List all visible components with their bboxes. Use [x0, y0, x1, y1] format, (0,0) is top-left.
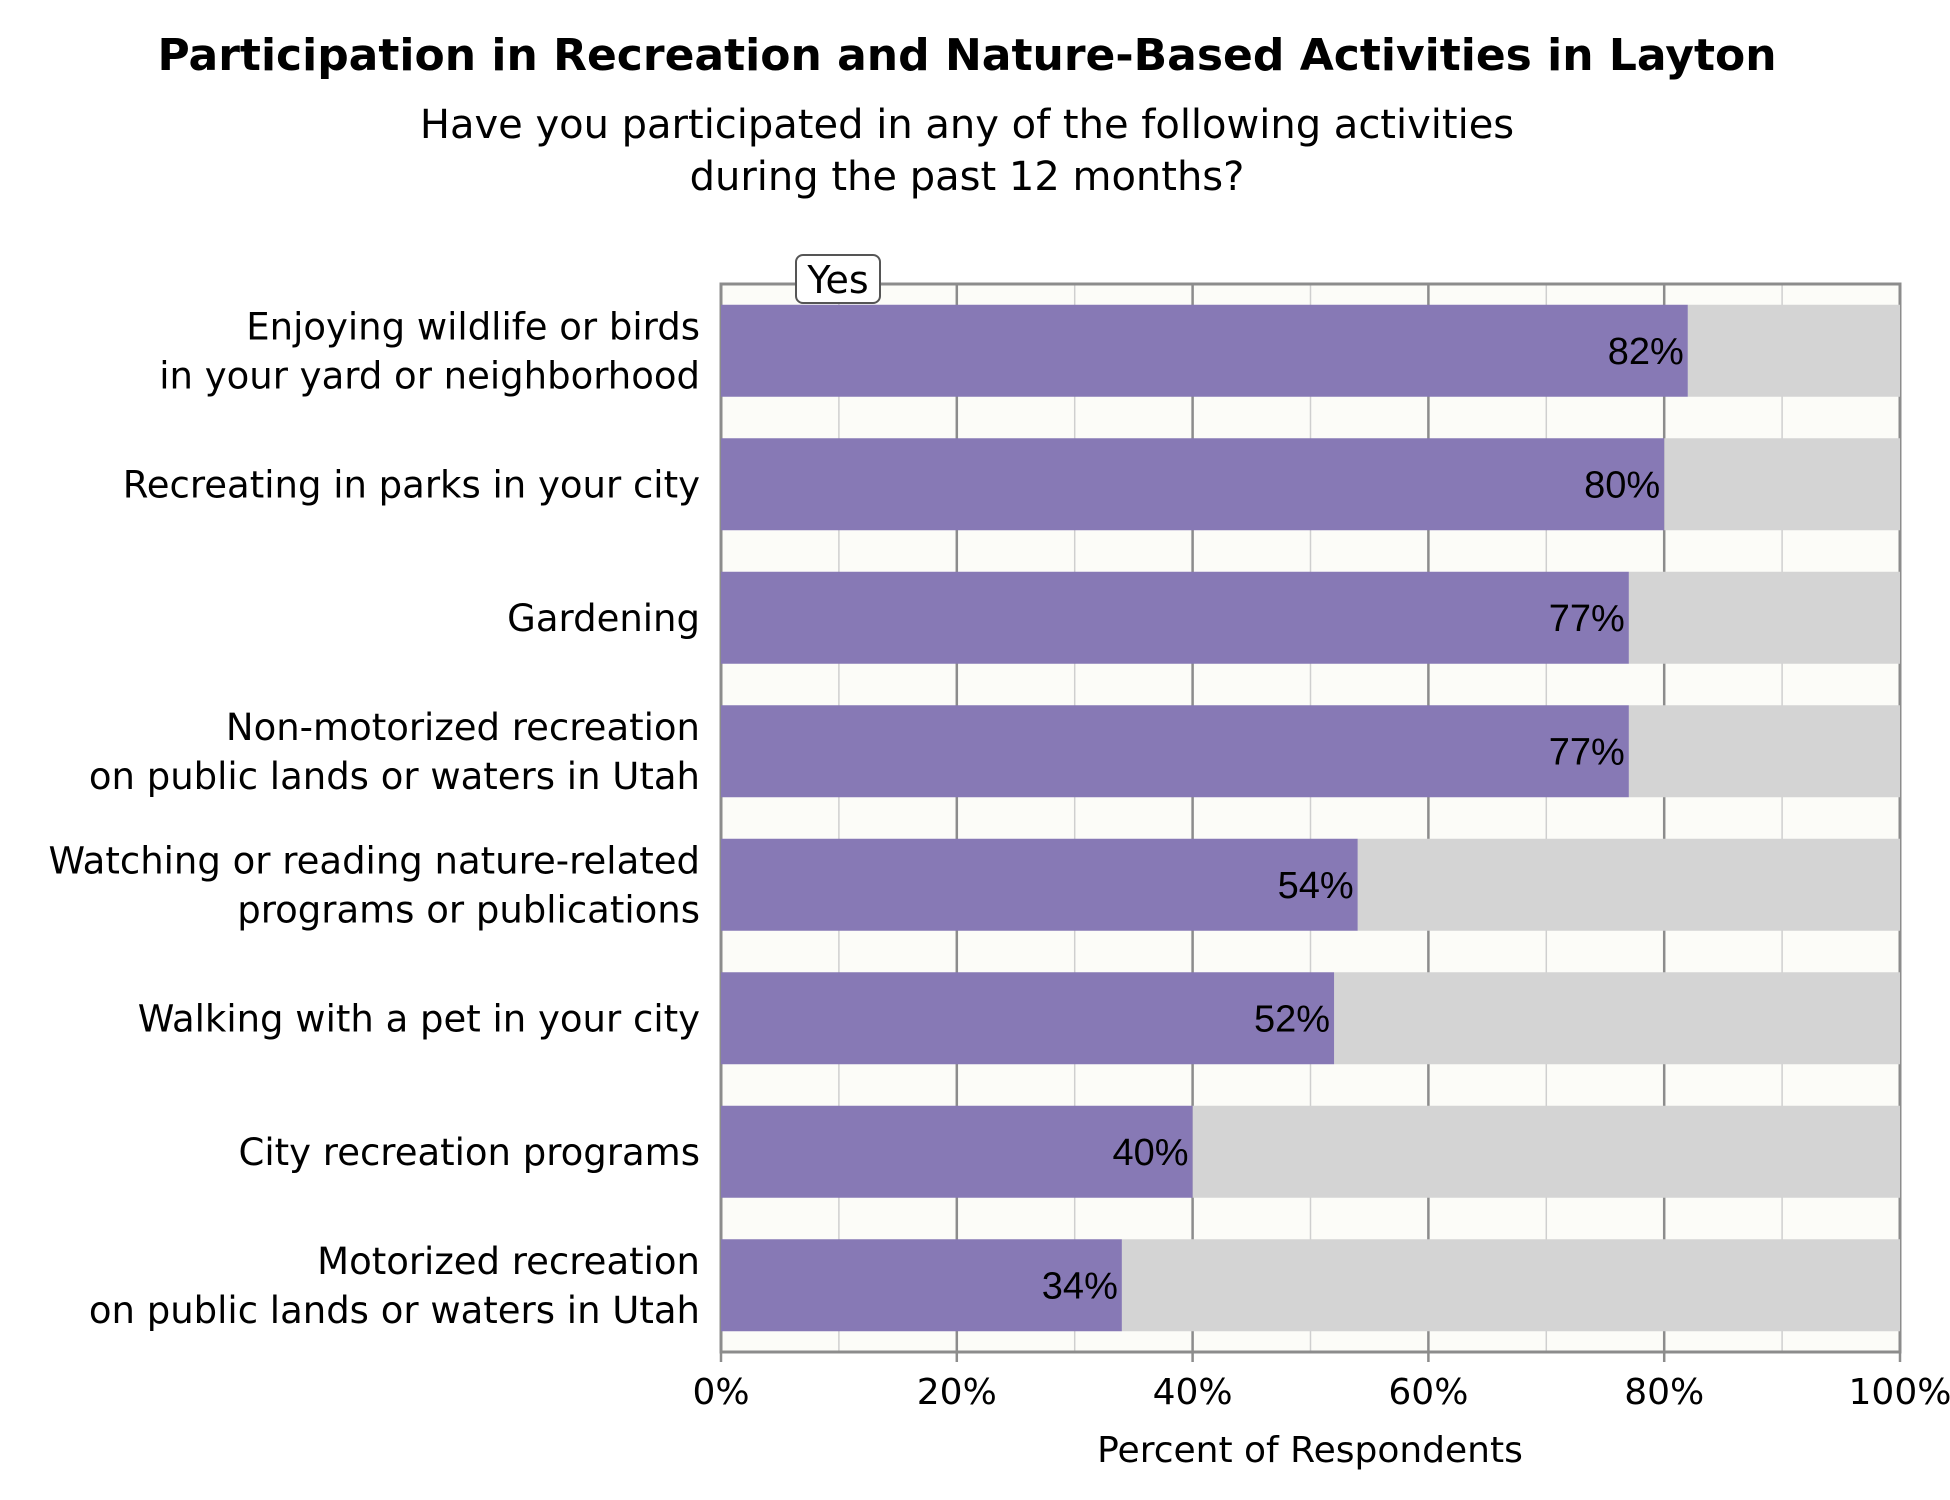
data-label: 52% — [1254, 998, 1330, 1040]
x-axis-ticks: 0% 20% 40% 60% 80% 100% — [692, 1352, 1950, 1413]
bar-remainder — [1121, 1239, 1900, 1332]
category-label: Gardening — [507, 597, 700, 640]
category-label: City recreation programs — [239, 1131, 700, 1174]
legend-label-yes: Yes — [806, 258, 868, 302]
category-label: Motorized recreation — [317, 1240, 700, 1283]
category-label: programs or publications — [237, 888, 700, 931]
chart-subtitle-line-1: Have you participated in any of the foll… — [420, 102, 1514, 148]
bar-yes — [721, 705, 1629, 798]
data-label: 34% — [1042, 1265, 1118, 1307]
category-labels: Enjoying wildlife or birds in your yard o… — [48, 305, 700, 1332]
data-label: 54% — [1278, 865, 1354, 907]
category-label: on public lands or waters in Utah — [89, 1289, 700, 1332]
x-tick-label: 20% — [917, 1372, 997, 1413]
bar-yes — [721, 304, 1688, 397]
category-label: Watching or reading nature-related — [48, 839, 700, 882]
bar-remainder — [1687, 304, 1900, 397]
data-label: 77% — [1549, 731, 1625, 773]
bar-remainder — [1334, 972, 1900, 1065]
data-label: 40% — [1113, 1132, 1189, 1174]
bar-remainder — [1664, 438, 1900, 531]
bar-remainder — [1628, 571, 1900, 664]
category-label: in your yard or neighborhood — [159, 354, 700, 397]
legend: Yes — [795, 254, 881, 304]
category-label: Recreating in parks in your city — [123, 463, 700, 506]
x-tick-label: 40% — [1153, 1372, 1233, 1413]
x-tick-label: 0% — [692, 1372, 749, 1413]
bar-yes — [721, 838, 1358, 931]
bar-yes — [721, 571, 1629, 664]
x-tick-label: 80% — [1624, 1372, 1704, 1413]
legend-box — [795, 254, 881, 304]
bar-yes — [721, 438, 1665, 531]
x-tick-label: 100% — [1849, 1372, 1950, 1413]
category-label: Enjoying wildlife or birds — [246, 305, 700, 348]
category-label: on public lands or waters in Utah — [89, 755, 700, 798]
data-label: 77% — [1549, 598, 1625, 640]
bar-remainder — [1628, 705, 1900, 798]
data-label: 82% — [1608, 331, 1684, 373]
chart-title: Participation in Recreation and Nature-B… — [157, 30, 1776, 81]
bar-remainder — [1192, 1105, 1900, 1198]
bar-yes — [721, 972, 1335, 1065]
x-axis-title: Percent of Respondents — [1097, 1430, 1523, 1471]
chart-subtitle-line-2: during the past 12 months? — [690, 154, 1245, 200]
bar-remainder — [1357, 838, 1900, 931]
bar-yes — [721, 1239, 1122, 1332]
bars-group: 82% 80% 77% 77% 54% 52% 40% 34% — [721, 304, 1900, 1332]
category-label: Non-motorized recreation — [226, 706, 700, 749]
plot-border — [719, 282, 1902, 1354]
bar-yes — [721, 1105, 1193, 1198]
data-label: 80% — [1584, 464, 1660, 506]
category-label: Walking with a pet in your city — [138, 997, 700, 1040]
x-tick-label: 60% — [1388, 1372, 1468, 1413]
